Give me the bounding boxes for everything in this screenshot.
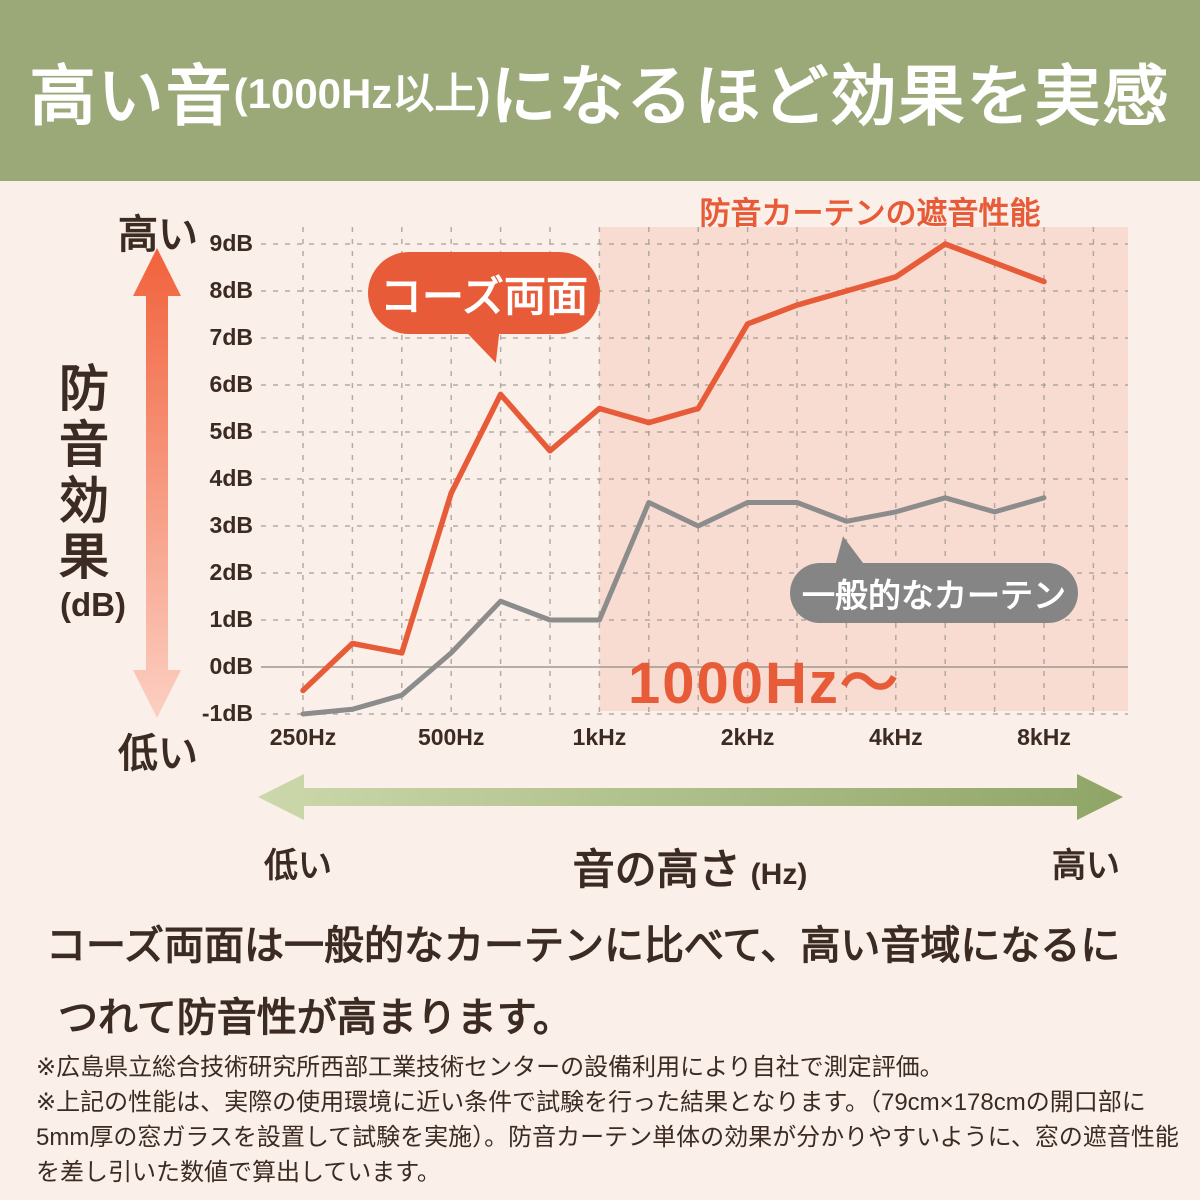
y-axis-unit: (dB) — [60, 586, 126, 623]
x-tick-label: 250Hz — [269, 724, 337, 750]
footnote-2-line-2: 5mm厚の窓ガラスを設置して試験を実施）。防音カーテン単体の効果が分かりやすいよ… — [36, 1124, 1179, 1151]
y-axis-high-label: 高い — [118, 213, 198, 257]
vertical-axis-arrow-icon — [133, 248, 181, 718]
summary-line-2: つれて防音性が高まります。 — [58, 996, 573, 1040]
y-tick-label: 2dB — [209, 559, 253, 585]
freq-low-label: 低い — [264, 847, 332, 885]
footnote-2-line-3: を差し引いた数値で算出しています。 — [36, 1159, 441, 1186]
y-tick-label: -1dB — [201, 700, 253, 726]
x-tick-label: 2kHz — [720, 724, 775, 750]
y-axis-title: 防音効果 — [52, 362, 108, 586]
series-label-bubble-ordinary: 一般的なカーテン — [790, 535, 1078, 623]
highlight-region-label: 1000Hz〜 — [628, 651, 900, 716]
series-line-gray — [300, 495, 1047, 717]
footnote-1: ※広島県立総合技術研究所西部工業技術センターの設備利用により自社で測定評価。 — [36, 1054, 944, 1081]
header-title-rest: になるほど効果を実感 — [490, 58, 1171, 133]
freq-high-label: 高い — [1052, 847, 1120, 885]
freq-axis-title-text: 音の高さ — [572, 846, 741, 893]
footnotes: ※広島県立総合技術研究所西部工業技術センターの設備利用により自社で測定評価。 ※… — [36, 1050, 1186, 1190]
y-tick-label: 9dB — [209, 230, 253, 256]
series-label-bubble-koozu: コーズ両面 — [368, 252, 600, 366]
highlight-region-rect — [599, 227, 1128, 711]
y-tick-label: 3dB — [209, 512, 253, 538]
header-title-sub: (1000Hz以上) — [233, 70, 491, 117]
y-tick-label: 0dB — [209, 653, 253, 679]
x-tick-label: 4kHz — [868, 724, 923, 750]
x-tick-label: 500Hz — [417, 724, 485, 750]
series-label-ordinary: 一般的なカーテン — [802, 577, 1066, 614]
y-tick-label: 1dB — [209, 606, 253, 632]
series-line-orange — [300, 241, 1047, 694]
y-tick-label: 5dB — [209, 418, 253, 444]
freq-axis-title: 音の高さ (Hz) — [340, 836, 1040, 897]
x-tick-label: 8kHz — [1017, 724, 1071, 750]
summary-line-1: コーズ両面は一般的なカーテンに比べて、高い音域になるに — [46, 924, 1121, 968]
bubble-tail-icon — [464, 326, 504, 366]
y-tick-label: 6dB — [209, 371, 253, 397]
bubble-tail-icon — [834, 535, 870, 569]
header-banner: 高い音 (1000Hz以上) になるほど効果を実感 — [0, 0, 1200, 181]
y-tick-label: 8dB — [209, 277, 253, 303]
x-tick-label: 1kHz — [572, 724, 627, 750]
y-axis-low-label: 低い — [118, 732, 198, 776]
chart-series-lines — [300, 241, 1047, 717]
y-tick-label: 4dB — [209, 465, 253, 491]
chart-title: 防音カーテンの遮音性能 — [699, 196, 1041, 231]
y-tick-label: 7dB — [209, 324, 253, 350]
frequency-axis-arrow-icon — [258, 774, 1123, 820]
highlight-region — [599, 227, 1128, 711]
footnote-2-line-1: ※上記の性能は、実際の使用環境に近い条件で試験を行った結果となります。（79cm… — [36, 1089, 1146, 1116]
freq-axis-unit: (Hz) — [750, 858, 808, 891]
summary-text: コーズ両面は一般的なカーテンに比べて、高い音域になるに つれて防音性が高まります… — [46, 910, 1186, 1054]
series-label-koozu: コーズ両面 — [380, 272, 588, 320]
header-title-main: 高い音 — [29, 58, 234, 133]
